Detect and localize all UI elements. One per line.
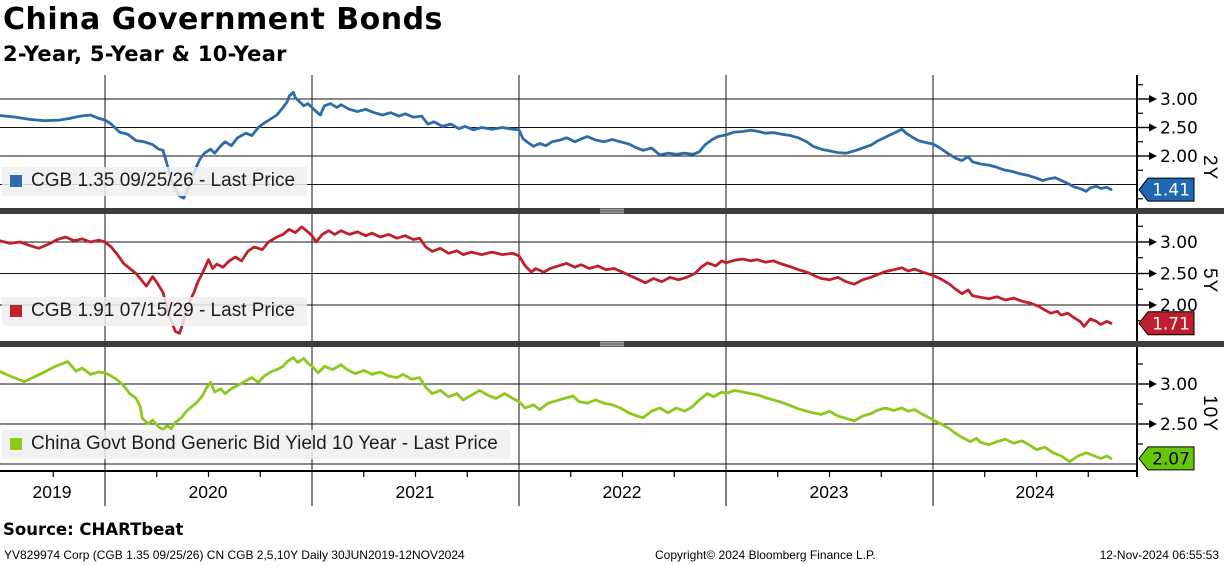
- chart-subtitle: 2-Year, 5-Year & 10-Year: [3, 42, 287, 66]
- y-tick-label: 3.00: [1160, 90, 1198, 110]
- legend-label-2y: CGB 1.35 09/25/26 - Last Price: [31, 170, 296, 191]
- y-tick-arrow-icon: [1149, 95, 1157, 103]
- footer: YV829974 Corp (CGB 1.35 09/25/26) CN CGB…: [0, 548, 1224, 564]
- y-tick-arrow-icon: [1149, 238, 1157, 246]
- footer-timestamp: 12-Nov-2024 06:55:53: [1099, 548, 1219, 562]
- x-axis-year-label: 2019: [32, 482, 72, 502]
- y-tick-label: 2.00: [1160, 296, 1198, 316]
- separator-grip-handle-icon[interactable]: [600, 208, 624, 214]
- panel-axis-name-10y: 10Y: [1199, 394, 1220, 432]
- y-tick-arrow-icon: [1149, 269, 1157, 278]
- y-tick-label: 2.50: [1160, 265, 1198, 285]
- y-tick-label: 2.00: [1160, 147, 1198, 167]
- series-line-5y: [0, 225, 1113, 335]
- separator-grip-handle-icon[interactable]: [600, 341, 624, 347]
- x-axis-year-label: 2022: [602, 482, 642, 502]
- price-tag-value-2y: 1.41: [1152, 181, 1190, 201]
- y-tick-label: 2.50: [1160, 415, 1198, 435]
- y-tick-label: 3.00: [1160, 233, 1198, 253]
- legend-swatch-2y-icon: [10, 175, 22, 187]
- y-tick-arrow-icon: [1149, 123, 1157, 132]
- legend-2y[interactable]: CGB 1.35 09/25/26 - Last Price: [2, 167, 308, 196]
- x-axis-year-label: 2021: [395, 482, 435, 502]
- x-axis-year-label: 2023: [809, 482, 849, 502]
- price-tag-value-5y: 1.71: [1152, 314, 1190, 334]
- y-tick-label: 2.50: [1160, 119, 1198, 139]
- y-tick-arrow-icon: [1149, 380, 1157, 388]
- footer-security-info: YV829974 Corp (CGB 1.35 09/25/26) CN CGB…: [4, 548, 465, 562]
- price-tag-2y: [1138, 177, 1195, 202]
- series-line-2y: [0, 90, 1113, 200]
- y-tick-arrow-icon: [1149, 420, 1157, 428]
- y-tick-arrow-icon: [1149, 301, 1157, 309]
- panel-axis-name-2y: 2Y: [1199, 155, 1220, 181]
- series-line-10y: [0, 356, 1113, 464]
- price-tag-10y: [1138, 446, 1195, 471]
- panel-axis-name-5y: 5Y: [1199, 268, 1220, 294]
- footer-copyright: Copyright© 2024 Bloomberg Finance L.P.: [655, 548, 876, 562]
- x-axis-year-label: 2020: [188, 482, 228, 502]
- legend-10y[interactable]: China Govt Bond Generic Bid Yield 10 Yea…: [2, 430, 510, 459]
- y-tick-arrow-icon: [1149, 152, 1157, 160]
- legend-swatch-5y-icon: [10, 305, 22, 317]
- price-tag-5y: [1138, 311, 1195, 336]
- chart-title: China Government Bonds: [3, 2, 443, 37]
- x-axis-year-label: 2024: [1015, 482, 1055, 502]
- source-line: Source: CHARTbeat: [3, 520, 184, 539]
- y-tick-label: 3.00: [1160, 375, 1198, 395]
- legend-swatch-10y-icon: [10, 438, 22, 450]
- legend-5y[interactable]: CGB 1.91 07/15/29 - Last Price: [2, 297, 308, 326]
- legend-label-10y: China Govt Bond Generic Bid Yield 10 Yea…: [31, 433, 498, 454]
- price-tag-value-10y: 2.07: [1152, 449, 1190, 469]
- legend-label-5y: CGB 1.91 07/15/29 - Last Price: [31, 300, 296, 321]
